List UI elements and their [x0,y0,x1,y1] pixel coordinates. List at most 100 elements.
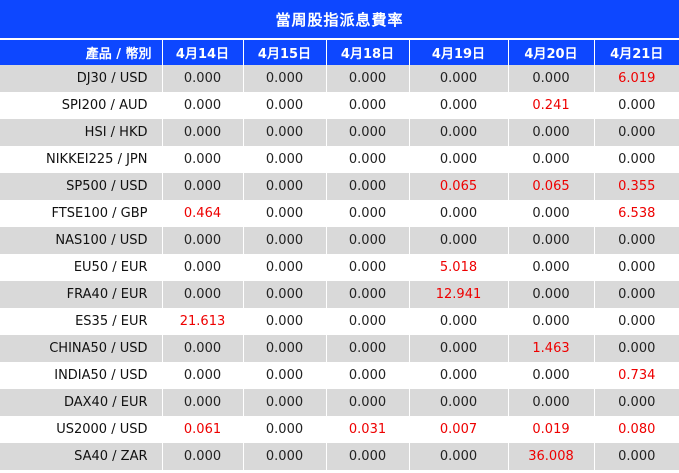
rate-cell: 0.000 [409,200,509,227]
rate-cell: 0.000 [409,362,509,389]
rate-cell: 0.000 [326,173,410,200]
rate-cell: 0.000 [243,173,327,200]
rate-cell: 1.463 [508,335,595,362]
rate-cell: 0.000 [508,146,595,173]
product-cell: DAX40 / EUR [0,389,163,416]
rate-cell: 0.241 [508,92,595,119]
header-row: 產品 / 幣別 4月14日 4月15日 4月18日 4月19日 4月20日 4月… [0,40,679,65]
rate-cell: 0.000 [326,335,410,362]
divider [0,38,679,40]
dividend-rate-table: 產品 / 幣別 4月14日 4月15日 4月18日 4月19日 4月20日 4月… [0,40,679,470]
rate-cell: 0.000 [326,281,410,308]
table-row: NIKKEI225 / JPN 0.000 0.000 0.000 0.000 0.000… [0,146,679,173]
table-row: HSI / HKD 0.000 0.000 0.000 0.000 0.000 0.000 [0,119,679,146]
column-header-date: 4月19日 [409,40,509,65]
rate-cell: 0.000 [409,146,509,173]
rate-cell: 0.000 [409,119,509,146]
rate-cell: 0.000 [326,92,410,119]
rate-cell: 0.355 [594,173,679,200]
table-row: SPI200 / AUD 0.000 0.000 0.000 0.000 0.241 0.0… [0,92,679,119]
rate-cell: 0.464 [162,200,244,227]
rate-cell: 12.941 [409,281,509,308]
rate-cell: 0.000 [243,254,327,281]
product-cell: HSI / HKD [0,119,163,146]
rate-cell: 0.000 [162,65,244,92]
rate-cell: 0.000 [409,65,509,92]
rate-cell: 0.000 [162,443,244,470]
rate-cell: 0.000 [409,443,509,470]
rate-cell: 0.000 [594,92,679,119]
rate-cell: 0.000 [594,254,679,281]
rate-cell: 0.000 [326,362,410,389]
rate-cell: 0.000 [243,443,327,470]
rate-cell: 0.000 [594,308,679,335]
rate-cell: 0.000 [594,389,679,416]
rate-cell: 0.000 [326,308,410,335]
rate-cell: 0.000 [243,389,327,416]
rate-cell: 36.008 [508,443,595,470]
rate-cell: 6.538 [594,200,679,227]
rate-cell: 0.000 [508,227,595,254]
rate-cell: 0.000 [162,389,244,416]
rate-cell: 0.000 [508,200,595,227]
product-cell: NAS100 / USD [0,227,163,254]
rate-cell: 0.000 [243,146,327,173]
rate-cell: 6.019 [594,65,679,92]
product-cell: SA40 / ZAR [0,443,163,470]
product-cell: ES35 / EUR [0,308,163,335]
rate-cell: 0.031 [326,416,410,443]
table-row: FRA40 / EUR 0.000 0.000 0.000 12.941 0.000 0.0… [0,281,679,308]
rate-cell: 0.000 [162,281,244,308]
rate-cell: 0.019 [508,416,595,443]
column-header-date: 4月21日 [594,40,679,65]
rate-cell: 0.000 [508,362,595,389]
rate-cell: 0.000 [326,119,410,146]
product-cell: US2000 / USD [0,416,163,443]
table-body: DJ30 / USD 0.000 0.000 0.000 0.000 0.000 6.019… [0,65,679,470]
rate-cell: 0.000 [409,308,509,335]
rate-cell: 0.000 [243,308,327,335]
rate-cell: 0.000 [243,335,327,362]
table-row: SA40 / ZAR 0.000 0.000 0.000 0.000 36.008 0.00… [0,443,679,470]
rate-cell: 0.000 [508,308,595,335]
rate-cell: 0.000 [243,119,327,146]
rate-cell: 0.734 [594,362,679,389]
rate-cell: 0.000 [162,335,244,362]
rate-cell: 0.000 [594,281,679,308]
rate-cell: 0.000 [409,92,509,119]
rate-cell: 0.000 [326,227,410,254]
table-row: ES35 / EUR 21.613 0.000 0.000 0.000 0.000 0.00… [0,308,679,335]
rate-cell: 0.000 [508,119,595,146]
rate-cell: 0.000 [409,335,509,362]
rate-cell: 0.000 [243,281,327,308]
rate-cell: 0.007 [409,416,509,443]
rate-cell: 0.000 [508,389,595,416]
rate-cell: 0.000 [243,362,327,389]
product-cell: DJ30 / USD [0,65,163,92]
product-cell: FRA40 / EUR [0,281,163,308]
table-row: EU50 / EUR 0.000 0.000 0.000 5.018 0.000 0.000 [0,254,679,281]
product-cell: SP500 / USD [0,173,163,200]
rate-cell: 0.000 [243,416,327,443]
rate-cell: 0.000 [508,254,595,281]
product-cell: EU50 / EUR [0,254,163,281]
rate-cell: 0.000 [162,227,244,254]
rate-cell: 0.000 [162,146,244,173]
rate-cell: 0.000 [326,389,410,416]
rate-cell: 0.000 [508,65,595,92]
product-cell: SPI200 / AUD [0,92,163,119]
rate-cell: 0.000 [243,65,327,92]
table-row: DJ30 / USD 0.000 0.000 0.000 0.000 0.000 6.019 [0,65,679,92]
product-cell: INDIA50 / USD [0,362,163,389]
product-cell: CHINA50 / USD [0,335,163,362]
rate-cell: 5.018 [409,254,509,281]
rate-cell: 0.000 [326,65,410,92]
rate-cell: 0.000 [243,227,327,254]
column-header-date: 4月15日 [243,40,327,65]
rate-cell: 0.065 [409,173,509,200]
rate-cell: 21.613 [162,308,244,335]
table-row: US2000 / USD 0.061 0.000 0.031 0.007 0.019 0.0… [0,416,679,443]
rate-cell: 0.000 [594,443,679,470]
rate-cell: 0.000 [243,92,327,119]
rate-cell: 0.000 [162,173,244,200]
